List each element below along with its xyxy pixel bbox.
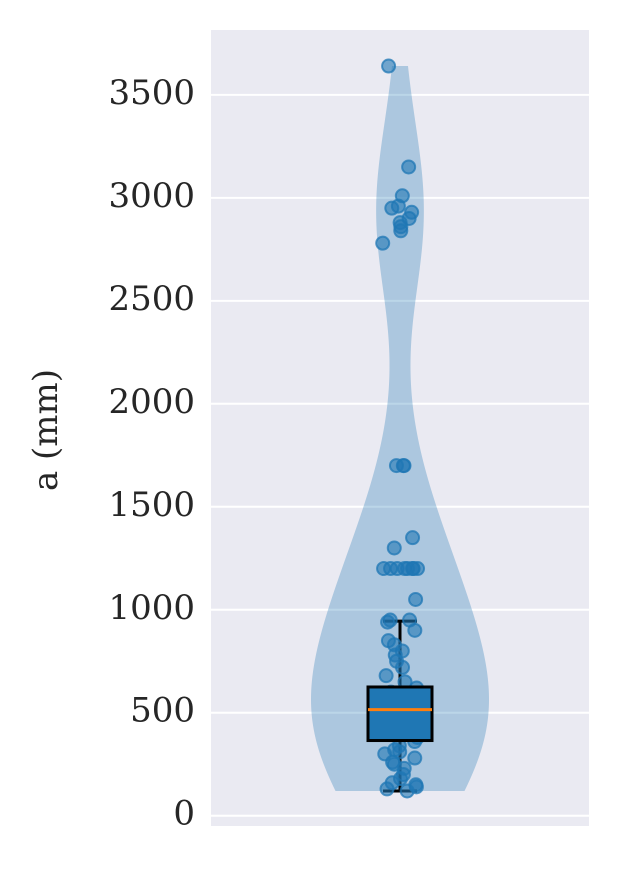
data-point [405,530,421,546]
violin [311,66,489,791]
data-point [375,235,391,251]
data-point [380,614,396,630]
data-point [395,659,411,675]
data-point [397,561,413,577]
data-point [378,668,394,684]
box [366,685,434,743]
data-point [393,223,409,239]
y-tick-label: 500 [130,691,195,731]
y-tick-label: 3000 [108,176,195,216]
data-point [399,783,415,799]
y-tick-label: 0 [173,794,195,834]
y-tick-label: 1500 [108,485,195,525]
data-point [379,781,395,797]
data-point [407,622,423,638]
y-tick-label: 3500 [108,73,195,113]
y-tick-label: 1000 [108,588,195,628]
data-point [392,744,408,760]
data-point [407,750,423,766]
data-point [384,200,400,216]
data-point [408,591,424,607]
y-tick-label: 2000 [108,382,195,422]
data-point [381,58,397,74]
y-tick-label: 2500 [108,279,195,319]
data-point [386,540,402,556]
y-axis-label: a (mm) [26,369,66,491]
data-point [376,561,392,577]
data-point [401,159,417,175]
data-point [388,458,404,474]
